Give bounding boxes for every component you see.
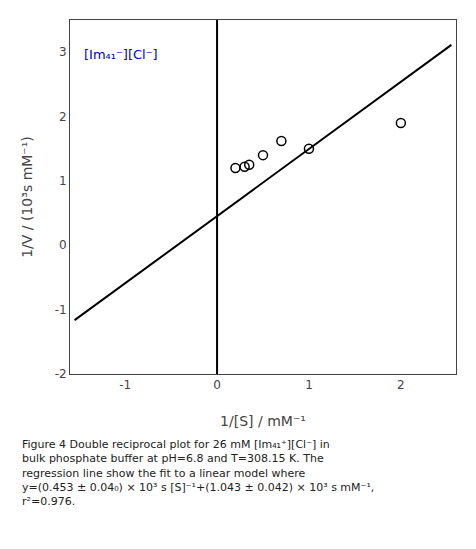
svg-text:0: 0 [59, 238, 67, 252]
svg-text:-1: -1 [55, 303, 67, 317]
svg-text:2: 2 [397, 378, 405, 392]
svg-text:1: 1 [59, 174, 67, 188]
svg-text:1/V / (10³s mM⁻¹): 1/V / (10³s mM⁻¹) [19, 136, 35, 258]
svg-text:-1: -1 [119, 378, 131, 392]
svg-text:0: 0 [213, 378, 221, 392]
svg-text:3: 3 [59, 45, 67, 59]
svg-text:[Im₄₁⁻][Cl⁻]: [Im₄₁⁻][Cl⁻] [84, 47, 158, 62]
svg-text:1: 1 [305, 378, 313, 392]
svg-text:Figure 4 Double reciprocal plo: Figure 4 Double reciprocal plot for 26 m… [22, 438, 374, 508]
svg-text:1/[S] / mM⁻¹: 1/[S] / mM⁻¹ [220, 413, 306, 429]
svg-text:-2: -2 [55, 367, 67, 381]
svg-text:2: 2 [59, 110, 67, 124]
